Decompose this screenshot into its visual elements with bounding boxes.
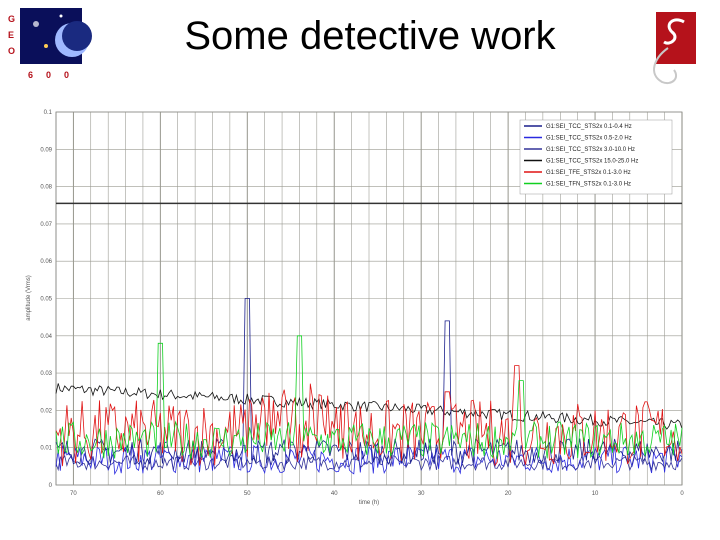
- y-tick-label: 0.05: [40, 297, 52, 303]
- x-tick-label: 30: [418, 491, 425, 497]
- legend-entry: G1:SEI_TFN_STS2x 0.1-3.0 Hz: [546, 182, 631, 188]
- y-tick-label: 0.02: [40, 408, 52, 414]
- legend-entry: G1:SEI_TCC_STS2x 0.1-0.4 Hz: [546, 124, 632, 130]
- x-tick-label: 60: [157, 491, 164, 497]
- page-title: Some detective work: [184, 14, 556, 58]
- y-tick-label: 0.03: [40, 371, 52, 377]
- legend: G1:SEI_TCC_STS2x 0.1-0.4 Hz G1:SEI_TCC_ST…: [519, 119, 673, 195]
- y-axis-label: amplitude (Vrms): [26, 275, 32, 320]
- x-tick-label: 20: [505, 491, 512, 497]
- logo-letter: 0: [64, 70, 69, 80]
- g-logo: [653, 12, 696, 84]
- x-tick-label: 50: [244, 491, 251, 497]
- y-tick-label: 0.06: [40, 259, 52, 265]
- chart-grid: [55, 111, 683, 486]
- legend-entry: G1:SEI_TFE_STS2x 0.1-3.0 Hz: [546, 170, 631, 176]
- logo-letter: 6: [28, 70, 33, 80]
- series-line: [55, 335, 683, 459]
- x-axis-label: time (h): [359, 500, 379, 506]
- legend-entry: G1:SEI_TCC_STS2x 3.0-10.0 Hz: [546, 147, 635, 153]
- y-tick-label: 0.1: [44, 110, 53, 116]
- series-layer: [55, 298, 683, 476]
- series-line: [55, 365, 683, 467]
- x-tick-label: 40: [331, 491, 338, 497]
- legend-entry: G1:SEI_TCC_STS2x 15.0-25.0 Hz: [546, 159, 638, 165]
- geo600-logo: G E O 6 0 0: [8, 8, 92, 80]
- logo-letter: G: [8, 14, 15, 24]
- y-tick-label: 0: [49, 483, 53, 489]
- series-line: [55, 453, 683, 472]
- x-tick-label: 0: [680, 491, 684, 497]
- logo-letter: E: [8, 30, 14, 40]
- series-line: [55, 383, 683, 430]
- chart-ticks: 70 60 50 40 30 20 10 0 0 0.01 0.02 0.03 0.04 0.05 0.06…: [40, 110, 684, 497]
- y-tick-label: 0.01: [40, 446, 52, 452]
- y-tick-label: 0.08: [40, 185, 52, 191]
- logo-letter: 0: [46, 70, 51, 80]
- y-tick-label: 0.04: [40, 334, 52, 340]
- x-tick-label: 10: [592, 491, 599, 497]
- legend-entry: G1:SEI_TCC_STS2x 0.5-2.0 Hz: [546, 136, 632, 142]
- y-tick-label: 0.07: [40, 222, 52, 228]
- y-tick-label: 0.09: [40, 147, 52, 153]
- x-tick-label: 70: [70, 491, 77, 497]
- legend-box: [519, 119, 673, 195]
- logo-letter: O: [8, 46, 15, 56]
